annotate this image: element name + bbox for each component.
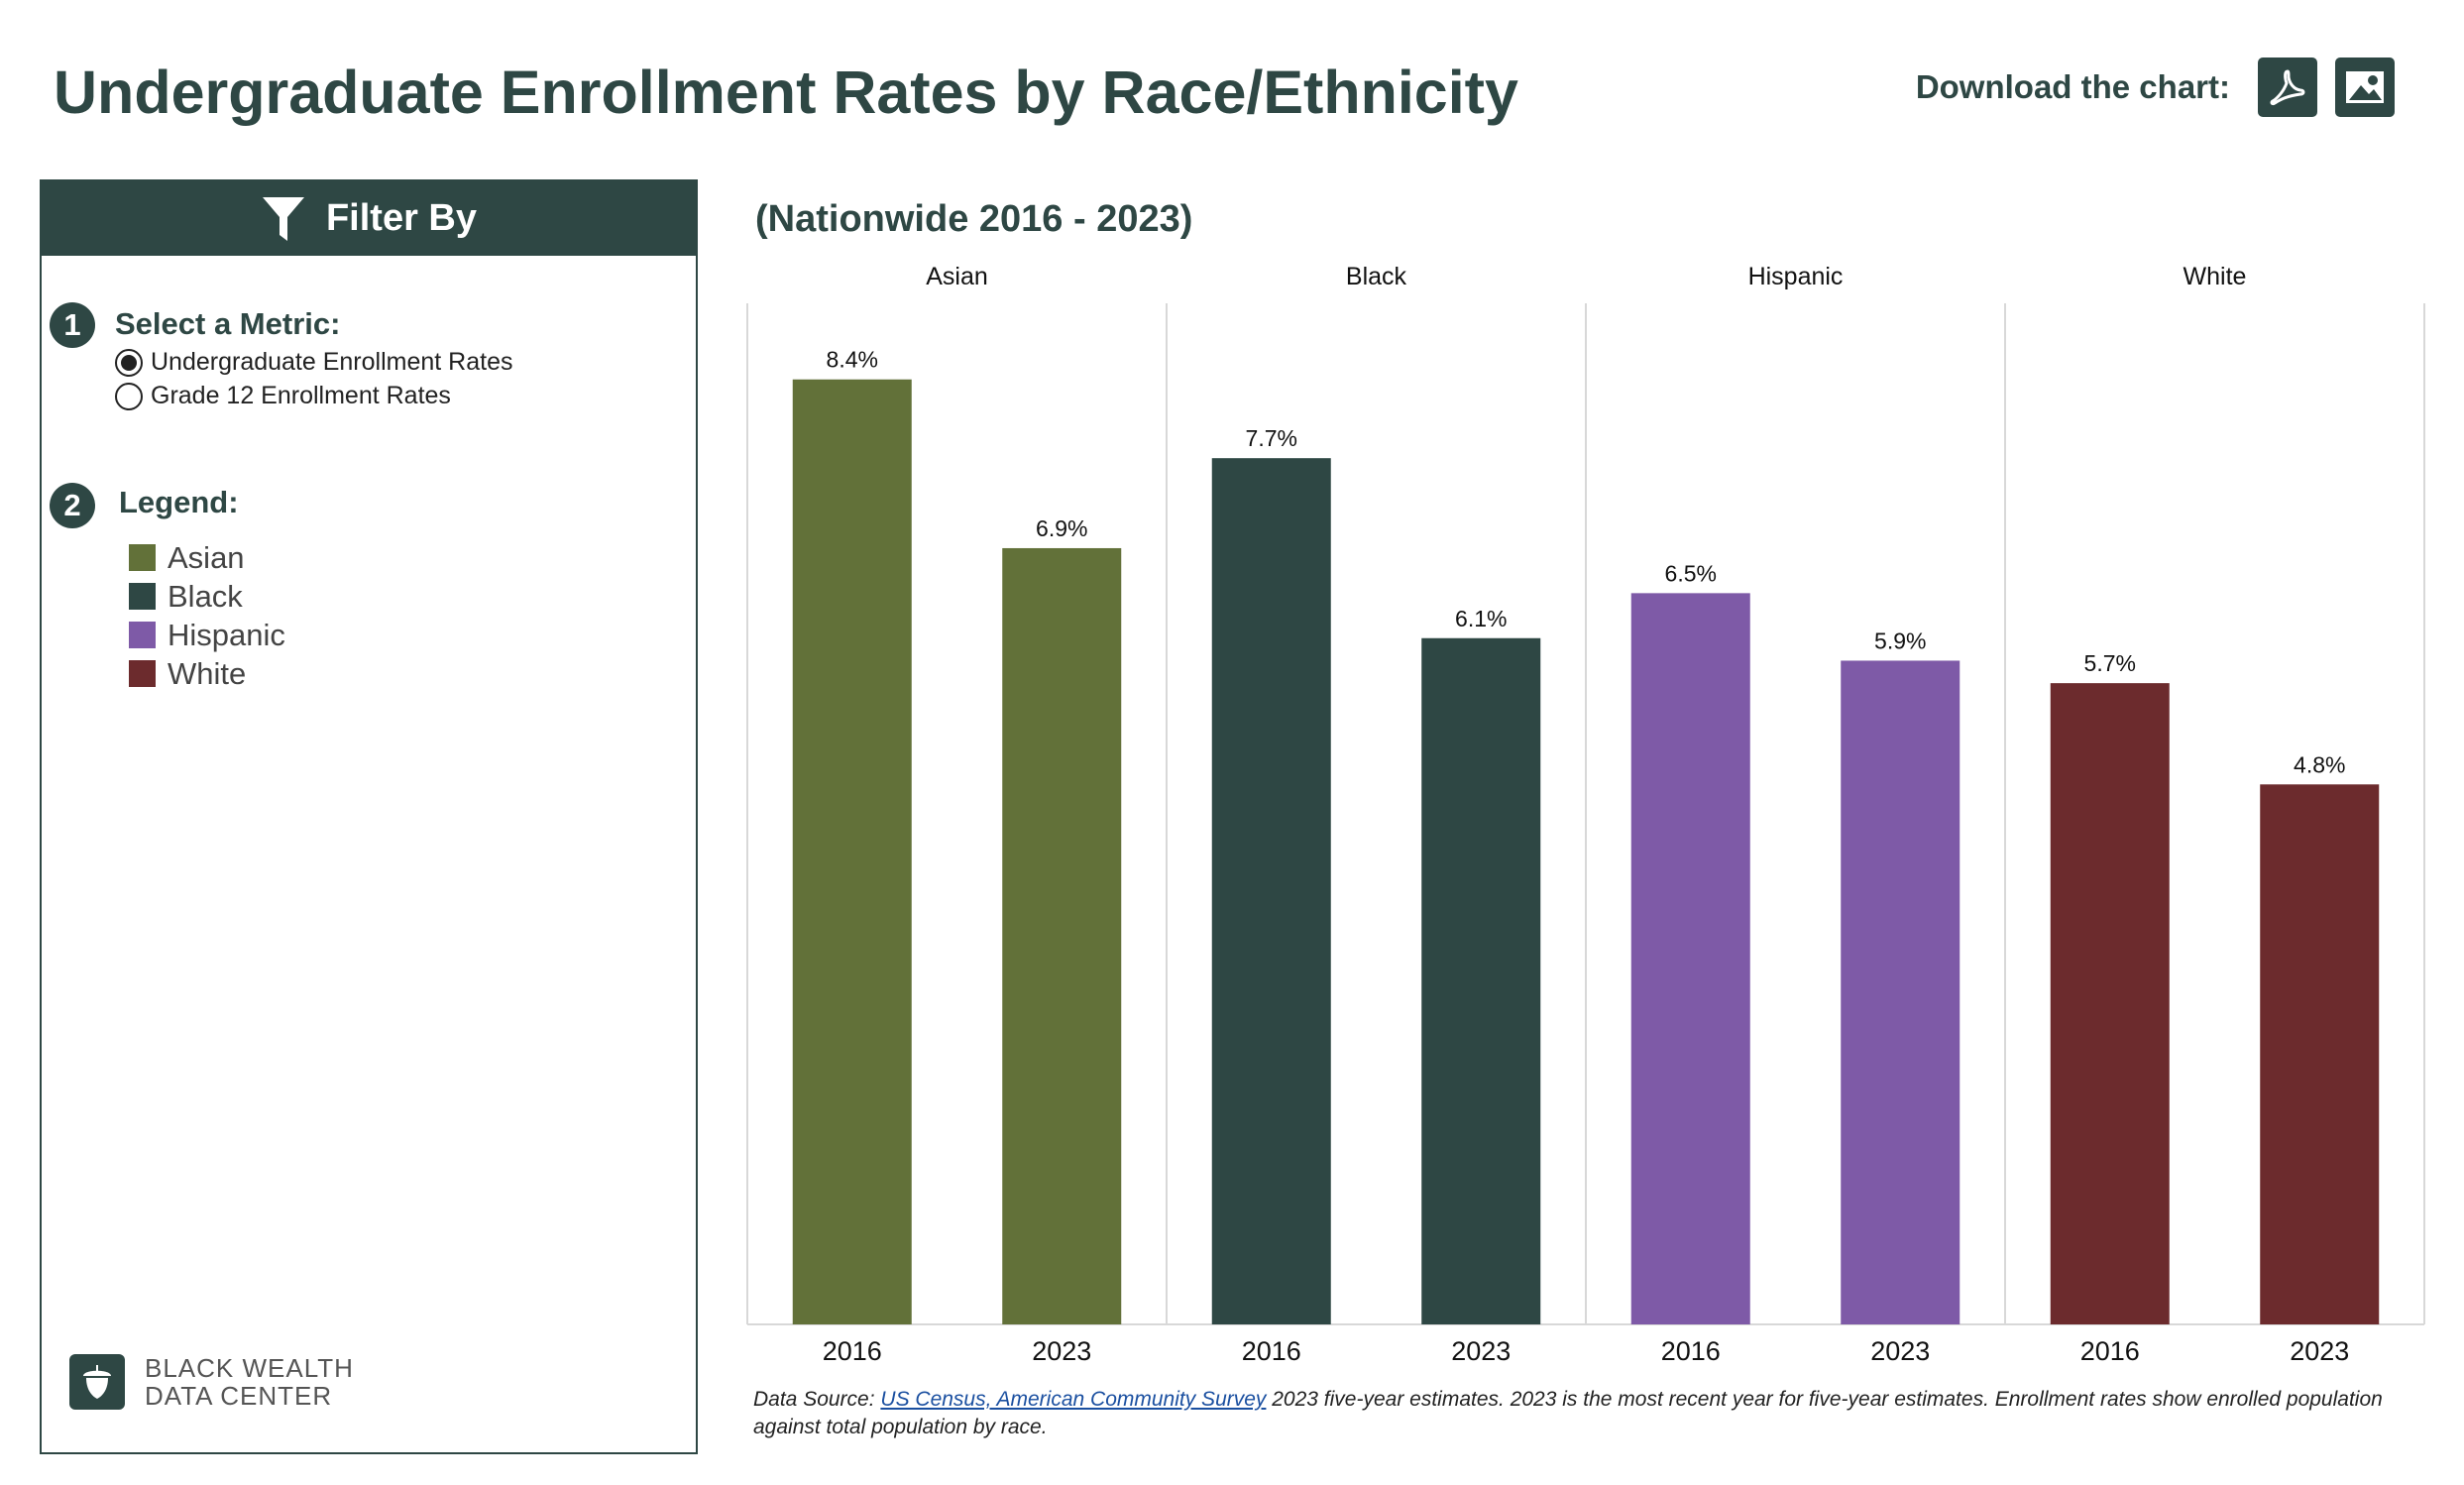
source-suffix: 2023 five-year estimates. 2023 is the mo… xyxy=(753,1388,2383,1438)
bar-white-2016 xyxy=(2050,683,2170,1324)
legend-swatch-hispanic xyxy=(129,622,156,648)
step-1-badge: 1 xyxy=(50,302,95,348)
acorn-icon xyxy=(69,1354,125,1410)
data-label: 7.7% xyxy=(1246,425,1297,451)
source-link[interactable]: US Census, American Community Survey xyxy=(880,1388,1267,1411)
data-label: 6.1% xyxy=(1455,606,1507,631)
legend-item-label: White xyxy=(168,655,247,691)
image-icon xyxy=(2346,71,2384,103)
brand-logo: BLACK WEALTH DATA CENTER xyxy=(69,1354,354,1410)
metric-option-label: Grade 12 Enrollment Rates xyxy=(151,382,451,409)
metric-option-label: Undergraduate Enrollment Rates xyxy=(151,348,513,376)
legend: Asian Black Hispanic White xyxy=(129,538,285,693)
data-label: 5.9% xyxy=(1874,628,1926,653)
data-label: 6.9% xyxy=(1036,515,1087,541)
legend-label: Legend: xyxy=(119,485,239,519)
bar-asian-2023 xyxy=(1002,547,1122,1324)
bar-white-2023 xyxy=(2260,784,2380,1324)
metric-option-undergraduate[interactable]: Undergraduate Enrollment Rates xyxy=(115,348,512,377)
legend-item-hispanic: Hispanic xyxy=(129,616,285,654)
source-prefix: Data Source: xyxy=(753,1388,881,1411)
data-label: 4.8% xyxy=(2294,751,2345,777)
x-tick-label: 2023 xyxy=(2290,1336,2349,1366)
pdf-icon xyxy=(2270,69,2305,106)
filter-panel-header: Filter By xyxy=(42,181,696,256)
bar-hispanic-2016 xyxy=(1630,593,1750,1324)
step-2-badge: 2 xyxy=(50,483,95,528)
bar-black-2023 xyxy=(1421,637,1541,1324)
radio-selected-dot xyxy=(121,354,137,371)
bar-hispanic-2023 xyxy=(1841,660,1960,1324)
x-tick-label: 2023 xyxy=(1870,1336,1930,1366)
radio-grade12[interactable] xyxy=(115,382,143,410)
filter-panel: Filter By 1 Select a Metric: Undergradua… xyxy=(40,179,698,1454)
x-tick-label: 2016 xyxy=(2080,1336,2140,1366)
data-label: 5.7% xyxy=(2084,650,2136,676)
legend-item-label: Hispanic xyxy=(168,617,285,652)
x-tick-label: 2016 xyxy=(823,1336,882,1366)
download-image-button[interactable] xyxy=(2335,57,2395,117)
select-metric-label: Select a Metric: xyxy=(115,306,341,341)
legend-swatch-white xyxy=(129,660,156,687)
metric-option-grade12[interactable]: Grade 12 Enrollment Rates xyxy=(115,382,451,410)
legend-item-asian: Asian xyxy=(129,538,285,577)
legend-item-black: Black xyxy=(129,577,285,616)
x-tick-label: 2016 xyxy=(1242,1336,1301,1366)
legend-swatch-asian xyxy=(129,544,156,571)
x-tick-label: 2016 xyxy=(1661,1336,1721,1366)
legend-item-label: Black xyxy=(168,578,243,614)
radio-undergraduate[interactable] xyxy=(115,348,143,377)
data-label: 6.5% xyxy=(1665,560,1717,586)
facet-header-asian: Asian xyxy=(926,263,988,290)
facet-header-hispanic: Hispanic xyxy=(1748,263,1844,290)
data-source-note: Data Source: US Census, American Communi… xyxy=(753,1386,2399,1441)
bar-asian-2016 xyxy=(792,379,912,1324)
legend-item-white: White xyxy=(129,654,285,693)
brand-line-1: BLACK WEALTH xyxy=(145,1353,354,1383)
legend-swatch-black xyxy=(129,583,156,610)
download-label: Download the chart: xyxy=(1915,68,2230,105)
download-bar: Download the chart: xyxy=(1916,57,2395,117)
page-title: Undergraduate Enrollment Rates by Race/E… xyxy=(54,58,1518,126)
chart-title: (Nationwide 2016 - 2023) xyxy=(755,198,1193,240)
x-tick-label: 2023 xyxy=(1032,1336,1091,1366)
facet-header-white: White xyxy=(2184,263,2247,290)
filter-icon xyxy=(262,196,304,241)
brand-name: BLACK WEALTH DATA CENTER xyxy=(145,1354,354,1410)
facet-header-black: Black xyxy=(1346,263,1407,290)
filter-panel-title: Filter By xyxy=(325,197,478,239)
legend-item-label: Asian xyxy=(168,539,245,575)
bar-chart: Asian 8.4% 2016 6.9% 2023 Black 7.7% 2016 6.1% 20… xyxy=(746,263,2425,1366)
download-pdf-button[interactable] xyxy=(2258,57,2317,117)
x-tick-label: 2023 xyxy=(1451,1336,1511,1366)
data-label: 8.4% xyxy=(827,347,878,373)
bar-black-2016 xyxy=(1211,458,1331,1324)
brand-line-2: DATA CENTER xyxy=(145,1381,333,1411)
